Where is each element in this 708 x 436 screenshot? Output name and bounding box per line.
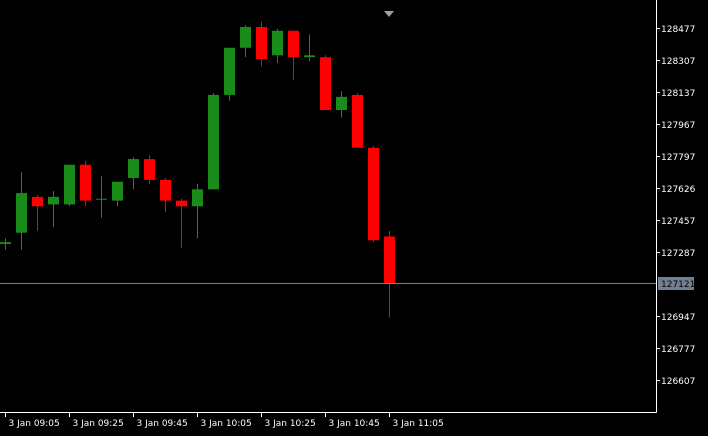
current-price-line-group: 127121	[0, 277, 695, 290]
candle-body	[368, 147, 379, 241]
candle	[304, 34, 315, 61]
candle-body	[80, 164, 91, 201]
candle-body	[48, 196, 59, 205]
candle	[368, 145, 379, 243]
candle-body	[272, 30, 283, 56]
candle-body	[256, 26, 267, 60]
candle-body	[208, 94, 219, 190]
candle	[96, 176, 107, 218]
candle-body	[240, 26, 251, 48]
candle-body	[336, 96, 347, 111]
y-axis: 128477 128307 128137 127967 127797 127626 1274…	[656, 25, 696, 387]
candle-body	[384, 236, 395, 284]
x-tick-label: 3 Jan 11:05	[393, 419, 444, 429]
chart-shift-marker[interactable]	[384, 11, 394, 17]
y-tick-label: 126947	[661, 313, 695, 323]
candle	[352, 93, 363, 148]
y-tick-label: 128477	[661, 25, 695, 35]
candle-body	[64, 164, 75, 205]
candle	[16, 172, 27, 250]
candle	[240, 25, 251, 58]
x-axis: 3 Jan 09:05 3 Jan 09:25 3 Jan 09:45 3 Jan 1…	[5, 412, 444, 429]
current-price-label: 127121	[661, 280, 695, 290]
current-price-label-bg	[658, 277, 694, 290]
candle-body	[112, 181, 123, 201]
candle	[112, 181, 123, 207]
y-tick-label: 127457	[661, 217, 695, 227]
candle-body	[288, 30, 299, 58]
candle-body	[176, 200, 187, 207]
candle-body	[144, 159, 155, 180]
chart-frame	[0, 0, 657, 413]
candle-body	[128, 159, 139, 178]
y-tick-label: 127287	[661, 249, 695, 259]
chart-shift-marker-icon[interactable]	[384, 11, 394, 17]
y-tick-label: 127967	[661, 121, 695, 131]
x-tick-label: 3 Jan 09:25	[73, 419, 124, 429]
candle	[224, 47, 235, 101]
y-tick-label: 128137	[661, 89, 695, 99]
candle	[160, 177, 171, 212]
candle	[272, 28, 283, 63]
candle-body	[304, 55, 315, 58]
candle	[0, 238, 11, 250]
x-tick-label: 3 Jan 10:45	[329, 419, 380, 429]
candle	[256, 21, 267, 67]
candle-body	[32, 196, 43, 207]
candle	[288, 30, 299, 80]
y-tick-label: 127626	[661, 185, 696, 195]
candle	[144, 155, 155, 184]
candle	[128, 157, 139, 190]
x-tick-label: 3 Jan 10:05	[201, 419, 252, 429]
candles	[0, 21, 395, 318]
candle-body	[352, 94, 363, 148]
candle-body	[320, 57, 331, 111]
y-tick-label: 128307	[661, 57, 695, 67]
candle	[208, 93, 219, 190]
y-tick-label: 127797	[661, 153, 695, 163]
candle	[176, 198, 187, 248]
candle	[48, 191, 59, 228]
x-tick-label: 3 Jan 09:05	[9, 419, 60, 429]
candle-body	[0, 242, 11, 245]
candle-body	[160, 179, 171, 201]
candle	[192, 183, 203, 239]
candle	[32, 194, 43, 231]
candle-body	[192, 189, 203, 207]
candle-body	[224, 47, 235, 95]
candle	[384, 230, 395, 318]
candle-body	[96, 198, 107, 200]
y-tick-label: 126777	[661, 345, 695, 355]
x-tick-label: 3 Jan 09:45	[137, 419, 188, 429]
candle	[336, 91, 347, 118]
x-tick-label: 3 Jan 10:25	[265, 419, 316, 429]
y-tick-label: 126607	[661, 377, 695, 387]
candle	[80, 160, 91, 207]
candle	[64, 164, 75, 207]
candle-body	[16, 193, 27, 233]
candle	[320, 55, 331, 111]
